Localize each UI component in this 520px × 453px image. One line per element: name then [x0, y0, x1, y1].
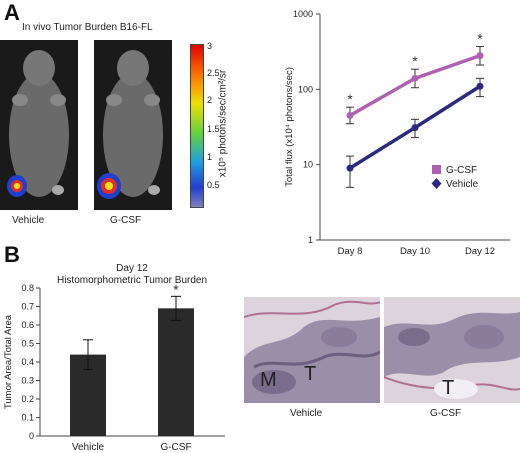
significance-marker: * [173, 281, 179, 297]
y-tick-label: 1000 [293, 9, 313, 19]
y-tick-label: 0.4 [21, 357, 34, 367]
histology-annotation-t: T [442, 377, 455, 399]
y-tick-label: 0.7 [21, 302, 34, 312]
x-tick-label: Day 8 [338, 246, 363, 257]
y-tick-label: 0.3 [21, 376, 34, 386]
data-point [476, 52, 484, 60]
data-point [411, 124, 419, 132]
significance-marker: * [347, 91, 353, 107]
tumor-flux-line-chart: 1000 100 10 1 Day 8 Day 10 Day 12 Total flux (x… [284, 9, 510, 257]
mouse-image-gcsf [94, 40, 172, 210]
y-tick-label: 0.1 [21, 413, 34, 423]
x-tick-label: Day 12 [465, 246, 495, 257]
colorbar [190, 44, 204, 208]
y-tick-label: 0.6 [21, 320, 34, 330]
data-point [346, 111, 354, 119]
legend-swatch [431, 178, 442, 189]
x-tick-label: G-CSF [160, 442, 191, 453]
legend-swatch [432, 165, 441, 174]
panel-letter-a: A [4, 0, 20, 25]
mouse-gcsf-figure [97, 50, 163, 199]
y-axis-label: Total flux (x10⁴ photons/sec) [284, 67, 295, 187]
histology-vehicle-figure [244, 297, 380, 403]
panel-letter-b: B [4, 242, 20, 267]
histology-label-gcsf: G-CSF [430, 408, 462, 419]
histology-annotation-t: T [304, 363, 317, 385]
x-tick-label: Day 10 [400, 246, 430, 257]
mouse-vehicle-figure [7, 50, 69, 197]
colorbar-unit-label: x10⁵ photons/sec/cm²/sr [217, 69, 229, 178]
mouse-label-gcsf: G-CSF [110, 215, 142, 226]
colorbar-tick: 2.5 [207, 68, 220, 78]
bar-chart-title-line: Histomorphometric Tumor Burden [57, 275, 207, 286]
colorbar-tick: 1.5 [207, 124, 220, 134]
bar-chart-title-line: Day 12 [116, 263, 148, 274]
x-tick-label: Vehicle [72, 442, 105, 453]
y-axis-label: Tumor Area/Total Area [3, 314, 14, 409]
y-tick-label: 1 [308, 235, 313, 245]
y-tick-label: 0.8 [21, 283, 34, 293]
colorbar-tick: 2 [207, 95, 213, 105]
legend-entry: G-CSF [446, 165, 477, 176]
data-point [346, 164, 354, 172]
mouse-label-vehicle: Vehicle [12, 215, 45, 226]
colorbar-tick: 3 [207, 41, 213, 51]
y-tick-label: 10 [303, 160, 313, 170]
histology-image-vehicle: M T [244, 297, 380, 403]
data-point [476, 82, 484, 90]
histology-image-gcsf: T [384, 297, 520, 403]
y-tick-label: 0.2 [21, 394, 34, 404]
histology-annotation-m: M [260, 369, 277, 391]
significance-marker: * [477, 31, 483, 47]
significance-marker: * [412, 53, 418, 69]
data-point [411, 74, 419, 82]
legend-entry: Vehicle [446, 179, 479, 190]
mouse-image-vehicle [0, 40, 78, 210]
y-tick-label: 0 [29, 431, 34, 441]
imaging-title: In vivo Tumor Burden B16-FL [22, 22, 153, 33]
histology-gcsf-figure [384, 297, 520, 403]
y-tick-label: 0.5 [21, 339, 34, 349]
colorbar-tick: 0.5 [207, 180, 220, 190]
bar [158, 308, 194, 436]
y-tick-label: 100 [298, 84, 313, 94]
colorbar-tick: 1 [207, 152, 213, 162]
histology-label-vehicle: Vehicle [290, 408, 323, 419]
